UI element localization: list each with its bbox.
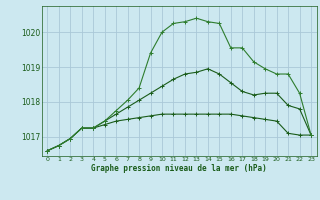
X-axis label: Graphe pression niveau de la mer (hPa): Graphe pression niveau de la mer (hPa) [91,164,267,173]
